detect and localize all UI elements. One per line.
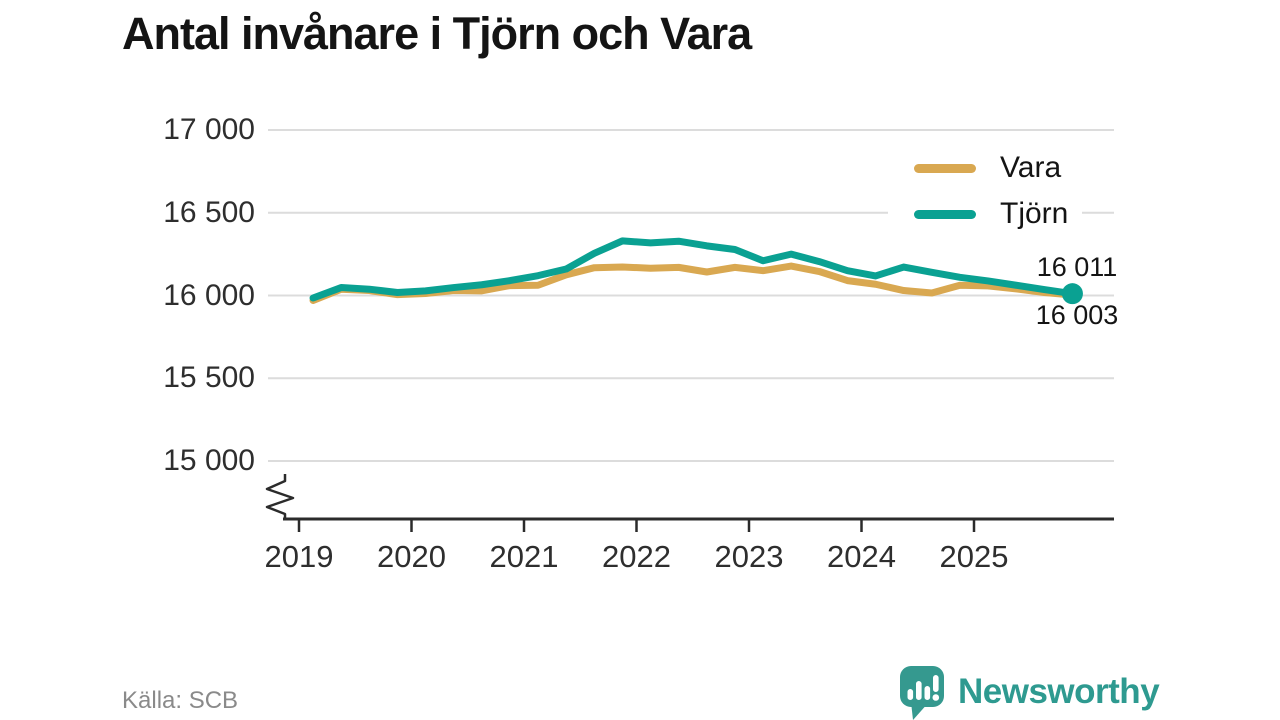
end-point-marker [1061,283,1083,305]
y-tick-label: 15 000 [163,444,255,477]
bar-chart-speech-bubble-icon [900,666,944,720]
legend-swatch-vara [914,163,976,173]
newsworthy-logo: Newsworthy [898,664,1160,720]
y-tick-label: 16 500 [163,195,255,229]
x-tick-label: 2022 [602,539,671,574]
end-value-label-vara: 16 003 [1035,300,1119,330]
series-line-tjorn [309,237,1076,302]
brand-name: Newsworthy [958,672,1160,711]
y-tick-label: 15 500 [163,361,255,395]
y-tick-label: 17 000 [163,113,255,146]
axis-break-icon [265,474,295,519]
legend-item-vara: Vara [914,148,1068,188]
legend-item-tjorn: Tjörn [914,194,1068,234]
source-label: Källa: SCB [122,687,239,714]
legend-label-tjorn: Tjörn [1000,197,1069,230]
chart-legend: Vara Tjörn [888,146,1083,236]
x-tick-label: 2021 [489,539,559,574]
x-tick-label: 2019 [264,539,334,574]
end-value-label-tjorn: 16 011 [1036,252,1118,282]
x-tick-label: 2023 [714,539,784,574]
x-tick-label: 2024 [827,539,896,574]
y-tick-label: 16 000 [163,278,255,312]
x-tick-label: 2020 [377,539,446,574]
legend-label-vara: Vara [1000,151,1062,184]
legend-swatch-tjorn [914,209,976,219]
chart-title: Antal invånare i Tjörn och Vara [122,8,752,59]
x-tick-label: 2025 [939,539,1009,574]
